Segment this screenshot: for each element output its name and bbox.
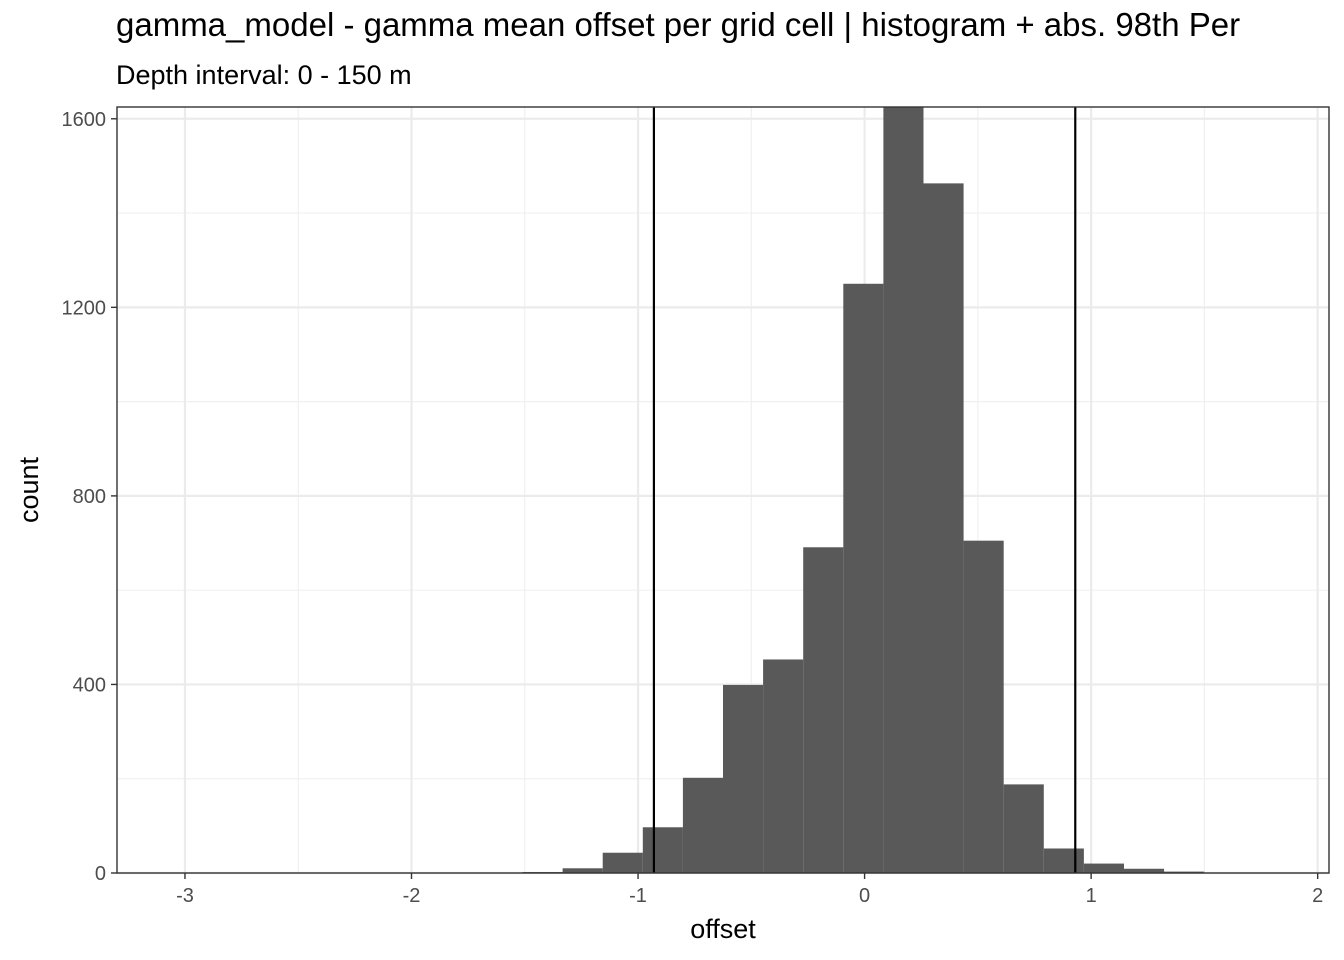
histogram-bar: [602, 852, 643, 873]
histogram-bar: [763, 659, 804, 873]
y-tick-label: 0: [95, 863, 106, 885]
x-tick-label: 0: [859, 885, 870, 907]
x-tick-label: 1: [1086, 885, 1097, 907]
histogram-bar: [1083, 863, 1124, 873]
histogram-bar: [1003, 784, 1044, 873]
histogram-bar: [642, 827, 683, 873]
y-axis-ticks: 0 400 800 1200 1600: [62, 109, 117, 885]
histogram-bar: [923, 183, 964, 873]
y-tick-label: 1200: [62, 297, 107, 319]
x-axis-ticks: -3 -2 -1 0 1 2: [176, 873, 1323, 907]
histogram-bar: [682, 777, 723, 873]
y-axis-title: count: [14, 456, 44, 523]
histogram-bar: [883, 107, 924, 873]
panel-border: [116, 106, 1330, 874]
percentile-lines: [652, 107, 1077, 873]
x-tick-label: -3: [176, 885, 194, 907]
y-tick-label: 1600: [62, 109, 107, 131]
x-tick-label: -2: [403, 885, 421, 907]
x-tick-label: -1: [629, 885, 647, 907]
histogram-bar: [963, 540, 1004, 873]
histogram-bar: [723, 684, 764, 873]
chart-subtitle: Depth interval: 0 - 150 m: [116, 60, 412, 90]
histogram-bar: [1164, 871, 1205, 873]
y-tick-label: 800: [73, 486, 106, 508]
histogram-bar: [1123, 868, 1165, 873]
x-axis-title: offset: [690, 914, 756, 944]
histogram-bars: [522, 107, 1205, 873]
histogram-bar: [843, 283, 884, 873]
histogram-bar: [562, 868, 603, 873]
chart-title: gamma_model - gamma mean offset per grid…: [116, 6, 1241, 43]
x-tick-label: 2: [1312, 885, 1323, 907]
histogram-bar: [1043, 848, 1084, 873]
histogram-bar: [803, 547, 844, 873]
y-tick-label: 400: [73, 674, 106, 696]
